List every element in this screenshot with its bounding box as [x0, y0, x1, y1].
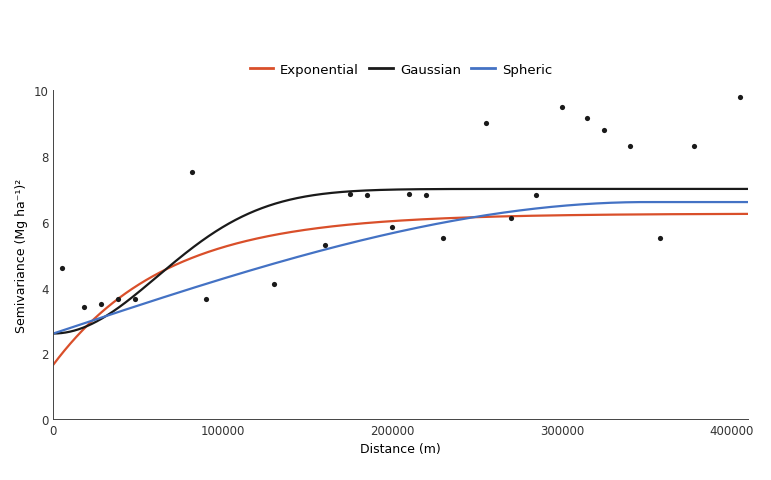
Y-axis label: Semivariance (Mg ha⁻¹)²: Semivariance (Mg ha⁻¹)² — [15, 178, 28, 332]
Line: Spheric: Spheric — [53, 203, 749, 334]
Spheric — [84, 319, 93, 325]
Gaussian — [84, 323, 93, 328]
Line: Gaussian: Gaussian — [53, 190, 749, 334]
Spheric — [724, 200, 733, 205]
Gaussian — [724, 187, 733, 192]
Gaussian — [744, 187, 753, 192]
Point — [480, 120, 492, 128]
Spheric — [642, 200, 651, 205]
Point — [437, 235, 449, 242]
Exponential — [84, 322, 93, 327]
Point — [95, 300, 107, 308]
Point — [530, 192, 543, 200]
Point — [403, 191, 416, 198]
Point — [556, 104, 568, 111]
Line: Exponential: Exponential — [53, 215, 749, 365]
Point — [598, 127, 611, 134]
Point — [56, 264, 68, 272]
Point — [581, 115, 594, 123]
Gaussian — [369, 188, 378, 193]
Point — [624, 143, 636, 151]
Point — [386, 223, 399, 231]
Exponential — [386, 219, 396, 225]
Spheric — [369, 235, 378, 241]
Point — [200, 296, 212, 303]
Spheric — [49, 331, 58, 336]
Point — [268, 281, 280, 288]
X-axis label: Distance (m): Distance (m) — [361, 443, 441, 456]
Exponential — [724, 212, 733, 217]
Point — [186, 169, 198, 177]
Spheric — [386, 231, 396, 237]
Point — [654, 235, 666, 242]
Gaussian — [723, 187, 732, 192]
Point — [112, 296, 124, 303]
Gaussian — [49, 331, 58, 336]
Point — [420, 192, 433, 200]
Exponential — [596, 213, 605, 218]
Gaussian — [386, 187, 396, 193]
Point — [344, 191, 356, 198]
Point — [78, 304, 90, 312]
Spheric — [596, 201, 605, 207]
Exponential — [744, 212, 753, 217]
Exponential — [723, 212, 732, 217]
Point — [318, 241, 331, 249]
Exponential — [369, 220, 378, 226]
Point — [734, 94, 746, 102]
Exponential — [49, 362, 58, 368]
Point — [129, 296, 141, 303]
Spheric — [744, 200, 753, 205]
Point — [688, 143, 700, 151]
Spheric — [724, 200, 733, 205]
Point — [361, 192, 373, 200]
Legend: Exponential, Gaussian, Spheric: Exponential, Gaussian, Spheric — [244, 59, 557, 82]
Gaussian — [596, 187, 605, 192]
Point — [505, 215, 517, 223]
